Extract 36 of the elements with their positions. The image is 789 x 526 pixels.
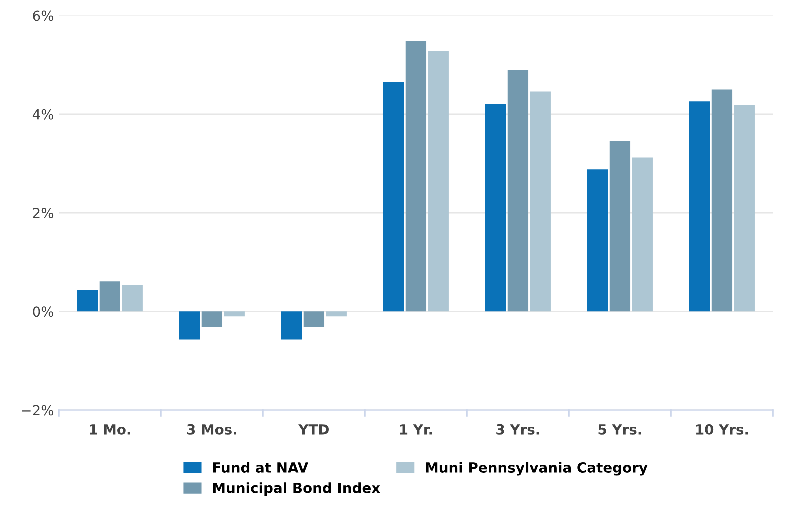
bar bbox=[689, 102, 710, 312]
legend-label: Municipal Bond Index bbox=[213, 482, 380, 496]
x-tick-label: 1 Mo. bbox=[90, 424, 130, 435]
x-tick-label: YTD bbox=[298, 424, 329, 435]
bar bbox=[122, 286, 143, 312]
bar bbox=[632, 158, 653, 312]
bar bbox=[224, 312, 245, 317]
bar bbox=[712, 90, 733, 312]
y-tick-label: 0% bbox=[33, 306, 54, 318]
x-tick-label: 5 Yrs. bbox=[598, 424, 642, 435]
bar bbox=[383, 82, 404, 312]
bar bbox=[508, 70, 529, 312]
x-tick-label: 10 Yrs. bbox=[696, 424, 748, 435]
bar bbox=[100, 282, 120, 312]
y-tick-label: 2% bbox=[33, 208, 54, 219]
bar bbox=[179, 312, 200, 340]
y-tick-label: 6% bbox=[33, 10, 54, 22]
y-tick-label: −2% bbox=[22, 405, 54, 416]
bar bbox=[428, 51, 449, 312]
bar bbox=[77, 290, 98, 312]
bar bbox=[530, 92, 551, 312]
bar bbox=[610, 142, 631, 312]
legend-label: Fund at NAV bbox=[213, 462, 308, 473]
bar bbox=[202, 312, 223, 328]
bar bbox=[304, 312, 325, 328]
bar bbox=[281, 312, 302, 340]
bar bbox=[587, 170, 608, 312]
x-tick-label: 3 Yrs. bbox=[496, 424, 540, 435]
bar bbox=[485, 104, 506, 312]
x-tick-label: 1 Yr. bbox=[400, 424, 432, 435]
bar bbox=[734, 106, 755, 312]
bar bbox=[326, 312, 347, 317]
x-tick-label: 3 Mos. bbox=[187, 424, 236, 435]
bar bbox=[406, 41, 427, 312]
y-tick-label: 4% bbox=[32, 109, 54, 120]
legend-label: Muni Pennsylvania Category bbox=[426, 462, 648, 476]
